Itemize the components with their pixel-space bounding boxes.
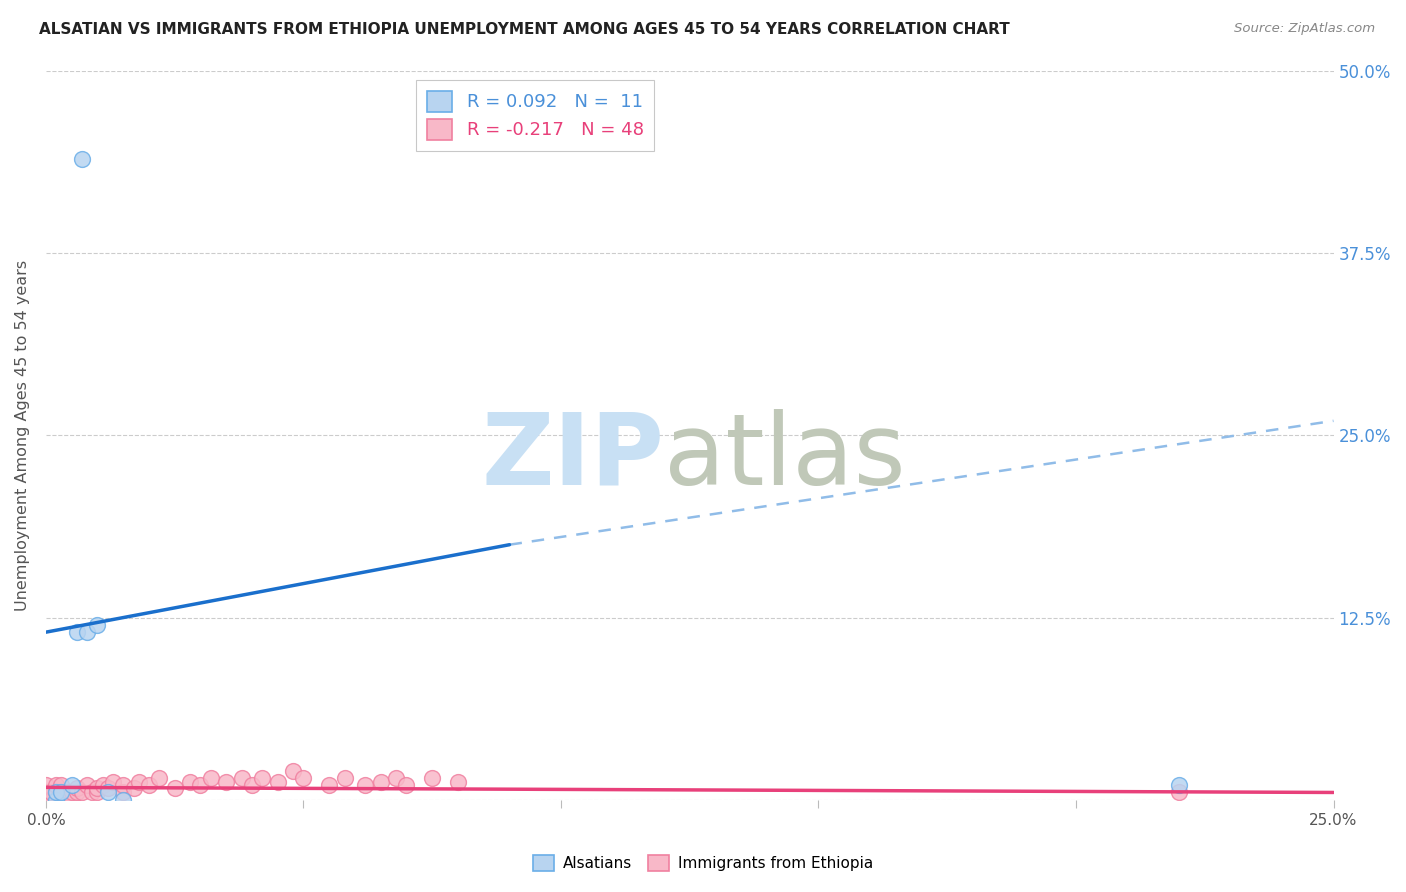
Point bbox=[66, 625, 89, 640]
Point bbox=[318, 778, 340, 792]
Point bbox=[97, 781, 120, 796]
Point bbox=[66, 781, 89, 796]
Text: ZIP: ZIP bbox=[481, 409, 664, 506]
Point bbox=[86, 781, 108, 796]
Text: Source: ZipAtlas.com: Source: ZipAtlas.com bbox=[1234, 22, 1375, 36]
Point bbox=[60, 793, 83, 807]
Point bbox=[420, 771, 443, 785]
Point bbox=[200, 771, 222, 785]
Point bbox=[138, 778, 160, 792]
Point bbox=[385, 771, 408, 785]
Point bbox=[112, 793, 135, 807]
Point bbox=[60, 785, 83, 799]
Point bbox=[45, 778, 67, 792]
Point bbox=[252, 771, 274, 785]
Y-axis label: Unemployment Among Ages 45 to 54 years: Unemployment Among Ages 45 to 54 years bbox=[15, 260, 30, 611]
Point bbox=[91, 778, 114, 792]
Legend: Alsatians, Immigrants from Ethiopia: Alsatians, Immigrants from Ethiopia bbox=[526, 849, 880, 877]
Point bbox=[240, 778, 263, 792]
Point bbox=[86, 785, 108, 799]
Point bbox=[163, 781, 186, 796]
Point bbox=[51, 785, 73, 799]
Point bbox=[1168, 778, 1191, 792]
Point bbox=[128, 775, 150, 789]
Point bbox=[82, 785, 104, 799]
Point bbox=[60, 778, 83, 792]
Point bbox=[35, 785, 58, 799]
Point bbox=[122, 781, 145, 796]
Point bbox=[70, 785, 93, 799]
Point bbox=[112, 778, 135, 792]
Point bbox=[86, 618, 108, 632]
Point bbox=[148, 771, 170, 785]
Point bbox=[447, 775, 470, 789]
Point bbox=[112, 785, 135, 799]
Point bbox=[1168, 785, 1191, 799]
Point bbox=[76, 778, 98, 792]
Point bbox=[39, 785, 62, 799]
Point bbox=[45, 785, 67, 799]
Point bbox=[333, 771, 356, 785]
Point bbox=[35, 785, 58, 799]
Point bbox=[283, 764, 305, 778]
Point bbox=[370, 775, 392, 789]
Point bbox=[70, 152, 93, 166]
Point bbox=[179, 775, 201, 789]
Point bbox=[51, 778, 73, 792]
Point bbox=[101, 775, 124, 789]
Point bbox=[66, 785, 89, 799]
Point bbox=[215, 775, 238, 789]
Point bbox=[45, 785, 67, 799]
Point bbox=[267, 775, 290, 789]
Point bbox=[354, 778, 377, 792]
Text: ALSATIAN VS IMMIGRANTS FROM ETHIOPIA UNEMPLOYMENT AMONG AGES 45 TO 54 YEARS CORR: ALSATIAN VS IMMIGRANTS FROM ETHIOPIA UNE… bbox=[39, 22, 1010, 37]
Point bbox=[395, 778, 418, 792]
Point bbox=[190, 778, 212, 792]
Point bbox=[35, 778, 58, 792]
Point bbox=[292, 771, 315, 785]
Text: atlas: atlas bbox=[664, 409, 905, 506]
Legend: R = 0.092   N =  11, R = -0.217   N = 48: R = 0.092 N = 11, R = -0.217 N = 48 bbox=[416, 80, 654, 151]
Point bbox=[39, 793, 62, 807]
Point bbox=[231, 771, 253, 785]
Point bbox=[76, 625, 98, 640]
Point bbox=[51, 785, 73, 799]
Point bbox=[45, 793, 67, 807]
Point bbox=[55, 785, 77, 799]
Point bbox=[97, 785, 120, 799]
